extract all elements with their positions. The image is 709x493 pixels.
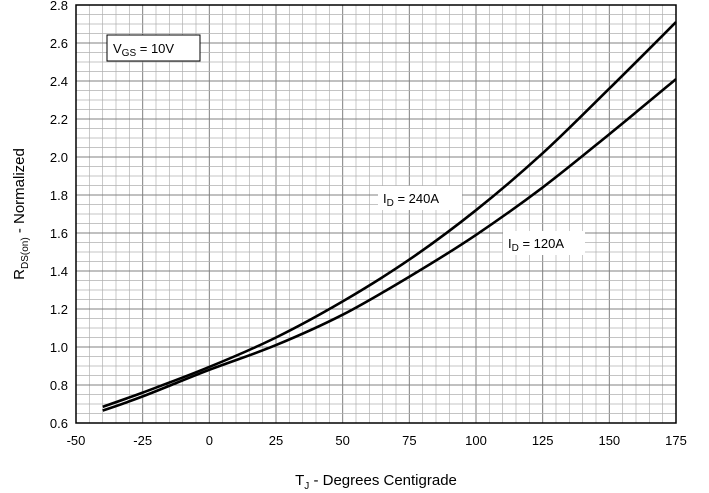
x-tick-label: 50 xyxy=(335,433,349,448)
annotation-vgs-text: VGS = 10V xyxy=(113,41,174,59)
y-tick-label: 2.8 xyxy=(50,0,68,13)
plot-frame xyxy=(75,4,677,424)
y-tick-label: 2.4 xyxy=(50,74,68,89)
annotation-id-120a-text: ID = 120A xyxy=(508,236,564,254)
y-tick-label: 1.6 xyxy=(50,226,68,241)
y-tick-label: 2.6 xyxy=(50,36,68,51)
series-line-id-120a xyxy=(102,78,677,412)
x-tick-label: 25 xyxy=(269,433,283,448)
y-axis-title: RDS(on) - Normalized xyxy=(11,148,31,280)
annotation-vgs-box xyxy=(106,34,201,62)
x-tick-label: 100 xyxy=(465,433,487,448)
y-axis-ticks: 0.6 0.8 1.0 1.2 1.4 1.6 1.8 2.0 2.2 2.4 2.6 2.8 xyxy=(50,0,68,431)
y-tick-label: 0.6 xyxy=(50,416,68,431)
y-tick-label: 0.8 xyxy=(50,378,68,393)
annotation-id-120a: ID = 120A xyxy=(503,231,585,255)
x-axis-ticks: -50 -25 0 25 50 75 100 125 150 175 xyxy=(67,433,687,448)
x-tick-label: 125 xyxy=(532,433,554,448)
y-tick-label: 2.0 xyxy=(50,150,68,165)
x-tick-label: -50 xyxy=(67,433,86,448)
y-tick-label: 1.2 xyxy=(50,302,68,317)
x-axis-title: TJ - Degrees Centigrade xyxy=(295,472,457,492)
series-line-id-240a xyxy=(102,21,677,409)
annotation-id-240a-text: ID = 240A xyxy=(383,191,439,209)
annotation-id-240a-box xyxy=(378,186,462,210)
x-tick-label: 175 xyxy=(665,433,687,448)
annotation-vgs: VGS = 10V xyxy=(106,34,201,62)
y-tick-label: 1.4 xyxy=(50,264,68,279)
x-tick-label: 75 xyxy=(402,433,416,448)
x-tick-label: 150 xyxy=(598,433,620,448)
annotation-id-240a: ID = 240A xyxy=(378,186,462,210)
grid xyxy=(75,4,677,424)
y-tick-label: 1.0 xyxy=(50,340,68,355)
y-tick-label: 2.2 xyxy=(50,112,68,127)
x-tick-label: -25 xyxy=(133,433,152,448)
series-group xyxy=(102,21,677,412)
annotation-id-120a-box xyxy=(503,231,585,255)
y-tick-label: 1.8 xyxy=(50,188,68,203)
x-tick-label: 0 xyxy=(206,433,213,448)
